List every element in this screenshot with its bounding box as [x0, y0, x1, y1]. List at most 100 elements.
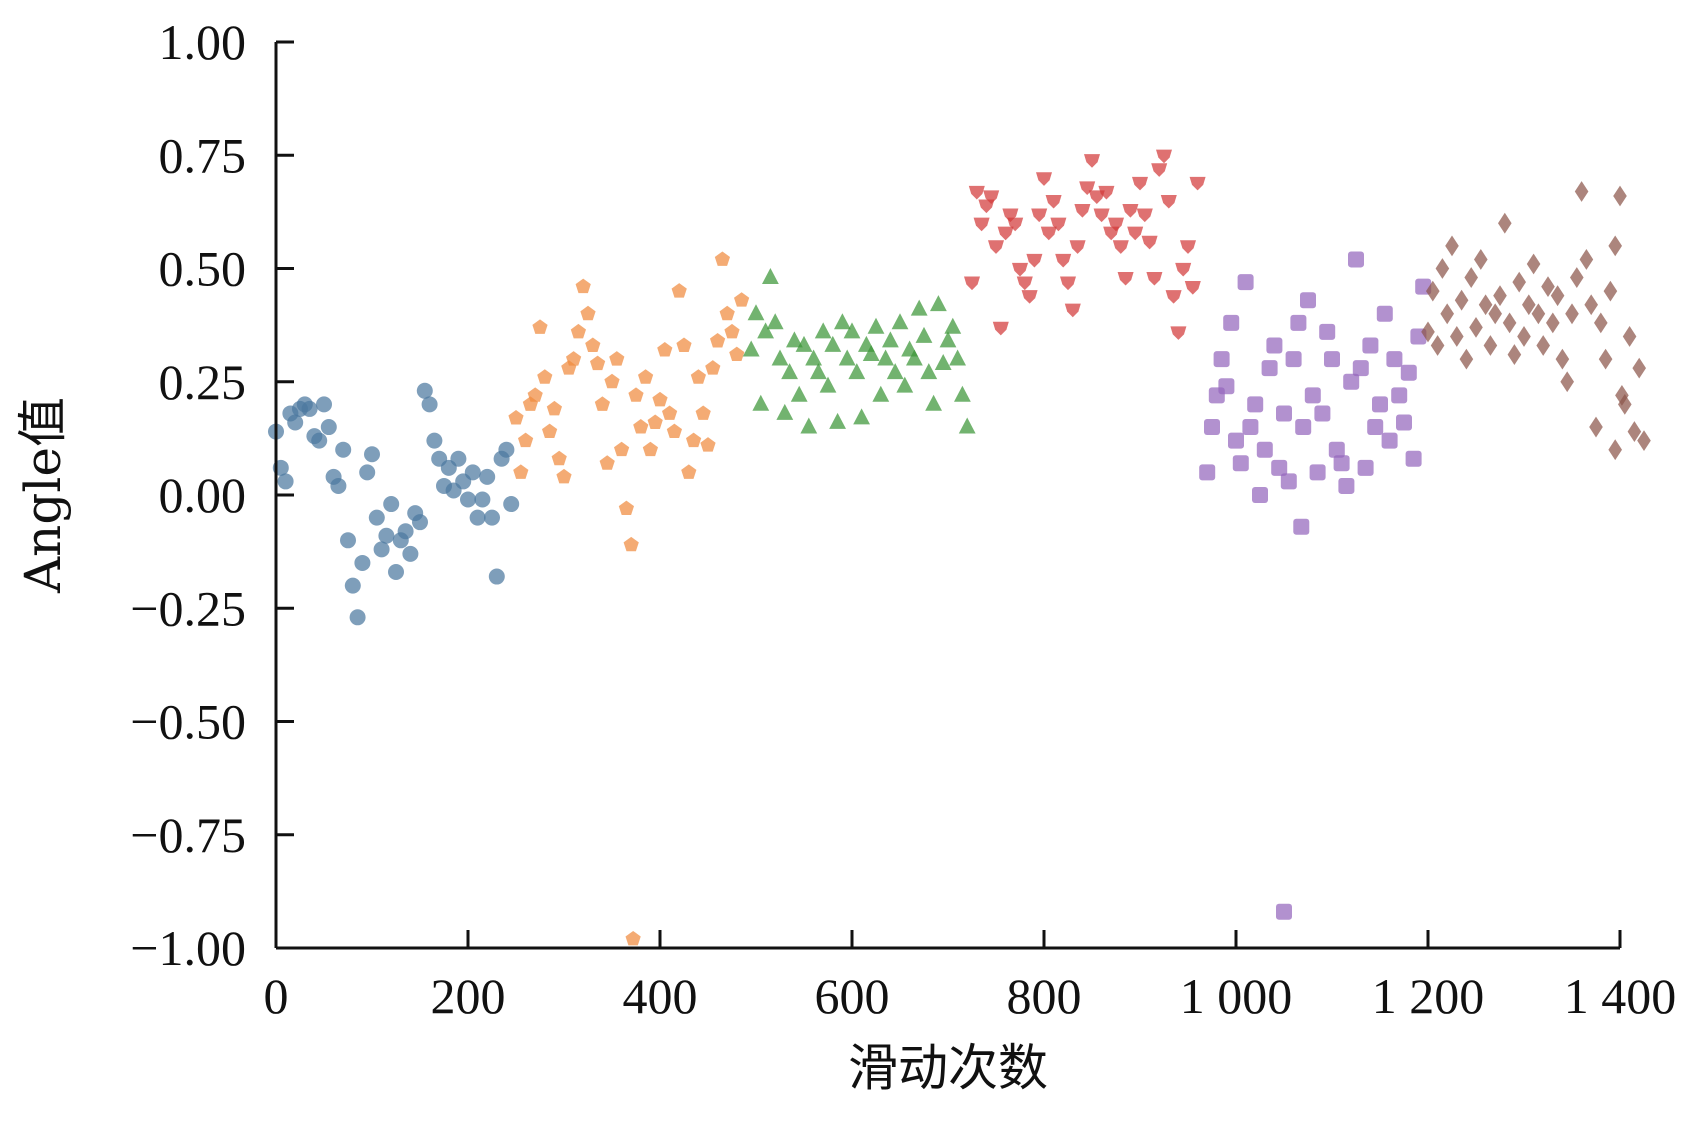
data-point: [1362, 337, 1379, 354]
data-point: [1352, 360, 1369, 377]
data-point: [1367, 419, 1384, 436]
x-tick-label: 1 200: [1372, 968, 1485, 1024]
data-point: [1536, 335, 1550, 356]
data-point: [1627, 421, 1642, 442]
data-point: [330, 477, 347, 494]
data-point: [1280, 473, 1297, 490]
ticks-layer: 0 200 400 600 800 1 000 1 200 1 400 1.00 0.75 0.50…: [130, 14, 1676, 1024]
y-tick-label: 1.00: [159, 14, 247, 70]
data-point: [421, 396, 438, 413]
data-point: [910, 299, 928, 316]
data-point: [1343, 373, 1360, 390]
data-point: [541, 423, 558, 439]
data-point: [1357, 459, 1374, 476]
data-point: [843, 322, 861, 339]
data-point: [1328, 441, 1345, 458]
data-point: [464, 464, 481, 481]
data-point: [1565, 303, 1579, 325]
data-point: [580, 305, 596, 321]
y-tick-label: 0.00: [159, 467, 247, 523]
data-point: [824, 335, 842, 352]
data-point: [604, 373, 620, 389]
data-point: [556, 468, 572, 484]
data-point: [1050, 217, 1067, 232]
data-point: [925, 394, 942, 411]
data-point: [609, 351, 625, 366]
data-point: [1175, 262, 1192, 277]
data-point: [819, 376, 837, 393]
data-point: [1084, 154, 1100, 168]
data-point: [1608, 439, 1622, 461]
data-point: [882, 331, 899, 348]
data-point: [508, 409, 524, 425]
data-point: [1122, 204, 1139, 218]
data-point: [1464, 267, 1478, 288]
data-point: [1550, 285, 1565, 307]
data-point: [1276, 903, 1292, 920]
data-point: [1112, 240, 1129, 254]
data-point: [479, 468, 496, 485]
data-point: [426, 432, 443, 449]
data-point: [1256, 441, 1273, 458]
data-point: [709, 332, 726, 348]
data-point: [1309, 464, 1326, 481]
data-point: [1064, 303, 1081, 318]
data-point: [1189, 176, 1206, 191]
data-point: [1426, 280, 1440, 302]
data-point: [1117, 271, 1134, 286]
data-point: [1026, 253, 1043, 268]
data-point: [891, 313, 909, 330]
data-point: [1237, 274, 1254, 291]
data-point: [1372, 396, 1388, 413]
data-point: [853, 408, 870, 425]
data-point: [613, 441, 630, 457]
data-point: [1232, 455, 1249, 472]
data-point: [311, 432, 328, 449]
data-point: [1218, 378, 1235, 395]
series-5: [1199, 251, 1432, 920]
data-point: [862, 344, 880, 361]
data-point: [786, 331, 803, 348]
data-point: [915, 326, 933, 343]
data-point: [1603, 280, 1618, 302]
data-point: [1141, 235, 1158, 250]
data-point: [546, 400, 563, 416]
data-point: [1507, 344, 1522, 365]
data-point: [790, 385, 808, 402]
data-point: [460, 491, 476, 508]
data-point: [364, 446, 380, 463]
data-point: [983, 190, 1000, 205]
data-point: [1632, 357, 1646, 379]
data-point: [814, 322, 832, 339]
data-point: [1613, 185, 1627, 207]
data-point: [685, 432, 702, 448]
data-point: [1450, 326, 1464, 347]
data-point: [705, 360, 721, 375]
data-point: [805, 349, 822, 366]
data-point: [1333, 455, 1350, 472]
data-point: [724, 323, 740, 339]
data-point: [934, 354, 952, 371]
data-point: [1055, 253, 1072, 268]
data-point: [599, 455, 615, 470]
data-point: [652, 391, 668, 407]
data-point: [1469, 316, 1483, 338]
data-point: [1228, 432, 1244, 449]
data-point: [700, 437, 716, 452]
data-point: [1069, 240, 1086, 254]
data-point: [537, 369, 553, 384]
data-point: [681, 464, 697, 479]
data-point: [671, 283, 687, 298]
data-point: [1589, 416, 1603, 438]
data-point: [1478, 294, 1493, 316]
x-tick-label: 600: [815, 968, 890, 1024]
data-point: [958, 417, 976, 434]
data-point: [1304, 387, 1321, 404]
data-point: [397, 523, 414, 540]
data-point: [1445, 235, 1459, 257]
data-point: [1474, 249, 1488, 270]
data-point: [1223, 314, 1240, 331]
data-point: [402, 545, 419, 562]
data-point: [1522, 294, 1536, 316]
data-point: [1381, 432, 1398, 449]
